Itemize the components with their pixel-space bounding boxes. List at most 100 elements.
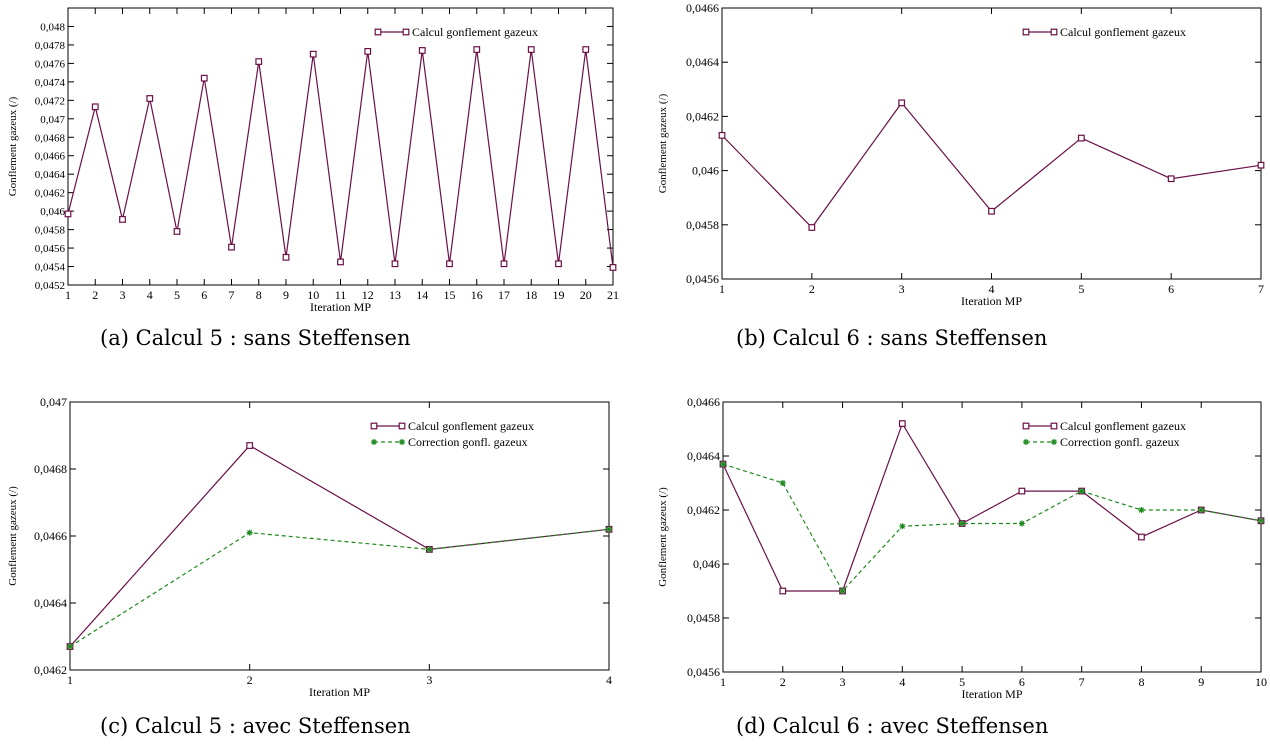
y-tick-label-b: 0,0466 [686,1,719,15]
data-point-a-calcul [309,50,317,58]
x-tick-label-a: 4 [147,288,153,302]
chart-c-svg: 1 2 3 4 0,0462 0,0464 0,0466 0,0468 0,047 Iterati… [7,395,613,699]
x-tick-label-a: 18 [525,288,537,302]
chart-panel-d: 1 2 3 4 5 6 7 8 9 10 0,0456 0,0458 0,046 0,0462 0,0464… [650,390,1270,747]
x-tick-label-a: 13 [389,288,401,302]
y-axis-label-c: Gonflement gazeux (/) [7,486,19,586]
y-tick-label-b: 0,0464 [686,55,719,69]
data-point-a-calcul [255,58,263,65]
y-tick-label-d: 0,0464 [687,449,720,463]
data-point-d-correction [839,588,846,594]
x-tick-label-a: 8 [256,288,262,302]
data-point-d-calcul [1138,533,1145,541]
caption-c: (c) Calcul 5 : avec Steffensen [100,714,411,738]
data-point-a-calcul [527,46,535,53]
x-tick-label-a: 15 [444,288,456,302]
x-tick-label-b: 6 [1168,282,1174,296]
data-point-b-calcul [718,131,726,139]
data-point-a-calcul [146,95,154,102]
y-tick-label-a: 0,046 [40,206,65,218]
legend-marker-c [399,439,405,445]
series-line-a-calcul [67,49,614,268]
data-point-star-stroke [606,526,612,532]
legend-marker-d [1023,439,1029,445]
data-point-a-calcul [473,46,481,53]
chart-a-svg: 1 2 3 4 5 6 7 8 9 10 11 12 13 14 15 16 17 18 19 20 210,04520… [7,7,619,314]
chart-panel-c: 1 2 3 4 0,0462 0,0464 0,0466 0,0468 0,047 Iterati… [0,390,620,747]
data-point-c-correction [67,643,73,650]
legend-star-stroke [371,439,377,445]
data-point-d-correction [1258,517,1264,524]
series-line-d-calcul [722,422,1262,592]
data-point-a-calcul [91,103,99,111]
y-tick-label-a: 0,0454 [35,262,66,274]
data-point-a-calcul [500,260,508,268]
data-point-d-correction [899,523,906,530]
caption-b: (b) Calcul 6 : sans Steffensen [736,326,1048,350]
data-point-star-stroke [1019,520,1025,527]
x-tick-label-b: 2 [809,282,815,296]
x-tick-label-a: 5 [174,288,180,302]
x-tick-label-b: 7 [1258,282,1264,296]
plot-frame-c [69,401,610,671]
legend-marker-d [1022,422,1030,430]
x-tick-label-a: 17 [498,288,510,302]
x-tick-label-a: 21 [607,288,619,302]
data-point-star-stroke [1258,518,1264,524]
legend-label-c-calcul: Calcul gonflement gazeux [408,419,534,433]
x-tick-label-c: 1 [67,673,73,687]
data-point-b-calcul [898,99,906,107]
y-tick-label-d: 0,0458 [687,611,720,625]
data-point-star-stroke [1138,507,1145,513]
data-point-a-calcul [282,253,290,261]
data-point-a-calcul [609,264,617,271]
y-tick-label-b: 0,046 [692,164,719,178]
y-tick-label-a: 0,0462 [35,188,65,200]
legend-marker-a [374,28,382,36]
data-point-b-calcul [1077,134,1085,142]
data-point-a-calcul [582,46,590,53]
legend-label-a-calcul: Calcul gonflement gazeux [412,25,538,39]
legend-marker-c [371,439,377,445]
data-point-star-stroke [1079,488,1085,494]
data-point-a-calcul [200,74,208,82]
x-tick-label-d: 8 [1138,675,1144,689]
y-tick-label-a: 0,0466 [35,151,66,163]
legend-marker-d [1050,422,1058,430]
x-tick-label-a: 14 [416,288,428,302]
data-point-star-stroke [720,461,726,467]
data-point-c-correction [426,546,433,553]
y-tick-label-a: 0,0468 [35,132,66,144]
y-tick-label-b: 0,0456 [686,272,719,286]
legend-marker-b [1022,28,1030,36]
data-point-star-stroke [426,546,432,553]
y-tick-label-b: 0,0458 [686,218,719,232]
y-tick-label-d: 0,0456 [687,665,720,679]
data-point-a-calcul [555,260,562,268]
data-point-d-correction [1138,507,1145,513]
data-point-d-correction [1078,488,1085,495]
x-tick-label-a: 20 [580,288,592,302]
y-tick-label-a: 0,0452 [35,280,65,292]
y-tick-label-a: 0,0464 [35,169,66,181]
y-tick-label-c: 0,0466 [34,529,67,543]
series-line-d-correction [722,463,1262,593]
y-tick-label-c: 0,0468 [34,462,67,476]
x-tick-label-a: 6 [201,288,207,302]
data-point-a-calcul [228,243,235,251]
legend-label-d-correction: Correction gonfl. gazeux [1060,435,1180,449]
x-axis-label-d: Iteration MP [962,687,1023,701]
y-tick-label-c: 0,0462 [34,663,67,677]
data-point-b-calcul [1167,175,1175,183]
data-point-c-correction [606,526,612,533]
legend-marker-c [398,422,406,430]
y-tick-label-a: 0,048 [40,21,65,33]
x-tick-label-a: 7 [229,288,235,302]
x-tick-label-d: 1 [720,675,726,689]
data-point-b-calcul [1257,161,1265,169]
y-tick-label-a: 0,047 [40,114,65,126]
chart-panel-a: 1 2 3 4 5 6 7 8 9 10 11 12 13 14 15 16 17 18 19 20 21 0,0452 0… [0,0,620,370]
y-tick-label-b: 0,0462 [686,109,719,123]
legend-marker-a [402,28,410,36]
x-tick-label-d: 3 [840,675,846,689]
